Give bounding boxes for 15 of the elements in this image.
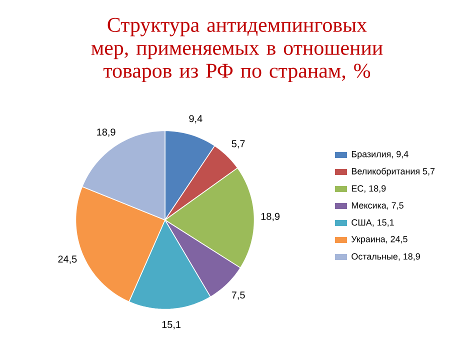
data-label: 24,5 (58, 256, 77, 264)
legend-label: Остальные, 18,9 (352, 253, 420, 261)
legend-label: Украина, 24,5 (351, 236, 408, 244)
data-label: 5,7 (232, 140, 245, 148)
data-label: 7,5 (232, 292, 245, 300)
data-label: 18,9 (261, 212, 280, 222)
data-label: 15,1 (162, 321, 180, 330)
legend-label: Великобритания 5,7 (352, 168, 435, 176)
legend-label: Бразилия, 9,4 (352, 150, 408, 160)
data-label: 18,9 (97, 128, 116, 137)
legend-label: ЕС, 18,9 (352, 185, 386, 193)
legend-label: США, 15,1 (352, 219, 394, 227)
legend-label: Мексика, 7,5 (352, 202, 404, 210)
data-label: 9,4 (189, 115, 202, 124)
chart-title: Структура антидемпинговых мер, применяемых в отношении товаров из РФ по странам, % (91, 18, 383, 82)
